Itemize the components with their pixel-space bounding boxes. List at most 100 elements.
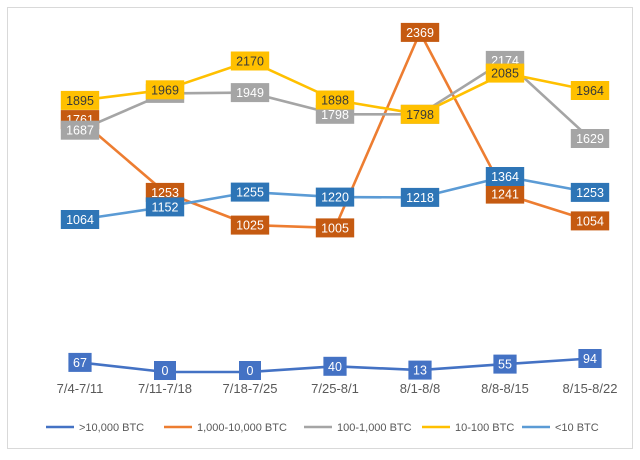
data-label-box <box>408 360 432 380</box>
data-label-box <box>578 349 602 368</box>
data-label-10-100-btc-0: 1895 <box>60 90 100 110</box>
data-label-text: 0 <box>247 364 254 378</box>
data-label-10-000-btc-3: 40 <box>323 356 347 376</box>
data-label-text: 67 <box>73 356 87 370</box>
data-label-text: 13 <box>413 364 427 378</box>
data-label-10-btc-6: 1253 <box>570 182 610 202</box>
data-label-text: 1025 <box>236 219 264 233</box>
data-label-box <box>68 352 92 372</box>
data-label-box <box>145 182 185 202</box>
x-tick-label: 8/8-8/15 <box>481 381 529 396</box>
x-tick-label: 7/25-8/1 <box>311 381 359 396</box>
data-label-10-000-btc-0: 67 <box>68 352 92 372</box>
data-label-text: 1005 <box>321 221 349 235</box>
data-label-10-000-btc-2: 0 <box>239 361 261 380</box>
data-label-1-000-10-000-btc-1: 1253 <box>145 182 185 202</box>
data-label-10-btc-2: 1255 <box>230 182 270 202</box>
legend-label: >10,000 BTC <box>79 422 144 434</box>
data-label-10-100-btc-6: 1964 <box>570 81 610 100</box>
data-label-box <box>315 187 355 207</box>
data-label-box <box>323 356 347 376</box>
data-label-box <box>315 218 355 238</box>
x-tick-label: 7/4-7/11 <box>57 381 104 396</box>
data-label-box <box>400 187 440 207</box>
data-label-box <box>230 182 270 202</box>
legend-item-10-100-btc: 10-100 BTC <box>422 422 514 434</box>
data-label-box <box>485 184 525 204</box>
data-label-100-1-000-btc-0: 1687 <box>60 120 100 140</box>
data-label-text: 1629 <box>576 132 604 146</box>
data-label-1-000-10-000-btc-6: 1054 <box>570 211 610 231</box>
data-label-text: 1152 <box>152 200 179 214</box>
data-label-text: 1949 <box>236 86 264 100</box>
data-label-text: 1895 <box>66 94 94 108</box>
data-label-box <box>570 182 610 202</box>
data-label-text: 2085 <box>491 67 519 81</box>
data-label-box <box>230 215 270 235</box>
data-label-10-000-btc-6: 94 <box>578 349 602 368</box>
data-label-10-100-btc-3: 1898 <box>315 90 355 110</box>
data-label-box <box>315 90 355 110</box>
data-label-text: 1253 <box>576 186 604 200</box>
data-label-10-100-btc-1: 1969 <box>145 80 185 100</box>
data-label-box <box>145 80 185 100</box>
data-label-box <box>230 51 270 71</box>
legend-item-10-000-btc: >10,000 BTC <box>46 422 144 434</box>
legend-item-100-1-000-btc: 100-1,000 BTC <box>304 422 412 434</box>
legend-item-10-btc: <10 BTC <box>522 422 599 434</box>
data-label-10-000-btc-5: 55 <box>493 354 517 374</box>
legend: >10,000 BTC 1,000-10,000 BTC 100-1,000 BTC… <box>46 422 599 434</box>
data-label-box <box>315 104 355 124</box>
data-label-text: 1253 <box>151 186 179 200</box>
data-label-text: 1798 <box>321 108 349 122</box>
data-label-1-000-10-000-btc-5: 1241 <box>485 184 525 204</box>
data-label-box <box>570 129 610 148</box>
data-label-text: 40 <box>328 360 342 374</box>
data-label-text: 1964 <box>576 84 604 98</box>
data-label-box <box>570 81 610 100</box>
data-label-text: 1241 <box>491 188 519 202</box>
data-label-box <box>154 361 176 380</box>
data-label-text: 1255 <box>236 186 264 200</box>
data-label-1-000-10-000-btc-2: 1025 <box>230 215 270 235</box>
x-tick-label: 8/15-8/22 <box>563 381 618 396</box>
data-label-10-btc-3: 1220 <box>315 187 355 207</box>
x-tick-label: 7/18-7/25 <box>223 381 278 396</box>
legend-item-1-000-10-000-btc: 1,000-10,000 BTC <box>164 422 287 434</box>
data-label-10-100-btc-5: 2085 <box>485 63 525 83</box>
data-label-10-000-btc-1: 0 <box>154 361 176 380</box>
data-label-10-btc-0: 1064 <box>60 210 100 229</box>
legend-label: 1,000-10,000 BTC <box>197 422 287 434</box>
data-label-box <box>60 210 100 229</box>
data-label-text: 94 <box>583 352 597 366</box>
data-label-box <box>485 167 525 186</box>
data-label-100-1-000-btc-3: 1798 <box>315 104 355 124</box>
data-label-100-1-000-btc-6: 1629 <box>570 129 610 148</box>
data-label-box <box>570 211 610 231</box>
data-label-text: 1898 <box>321 94 349 108</box>
data-label-box <box>400 22 440 42</box>
data-label-text: 1364 <box>491 170 519 184</box>
data-label-10-btc-1: 1152 <box>145 197 185 217</box>
x-tick-label: 8/1-8/8 <box>400 381 440 396</box>
data-label-text: 1218 <box>406 191 434 205</box>
data-label-box <box>485 63 525 83</box>
data-label-text: 55 <box>498 358 512 372</box>
data-label-text: 1687 <box>66 124 94 138</box>
data-label-text: 1064 <box>66 213 94 227</box>
data-label-10-btc-4: 1218 <box>400 187 440 207</box>
data-label-text: 1969 <box>151 83 179 97</box>
data-label-10-100-btc-2: 2170 <box>230 51 270 71</box>
data-label-text: 1220 <box>321 191 349 205</box>
data-label-box <box>230 83 270 103</box>
data-label-1-000-10-000-btc-4: 2369 <box>400 22 440 42</box>
x-tick-label: 7/11-7/18 <box>138 381 192 396</box>
data-label-text: 1798 <box>406 108 434 122</box>
data-label-text: 2170 <box>236 55 264 69</box>
data-label-100-1-000-btc-2: 1949 <box>230 83 270 103</box>
data-label-text: 1054 <box>576 214 604 228</box>
data-label-box <box>239 361 261 380</box>
data-label-text: 2369 <box>406 26 434 40</box>
